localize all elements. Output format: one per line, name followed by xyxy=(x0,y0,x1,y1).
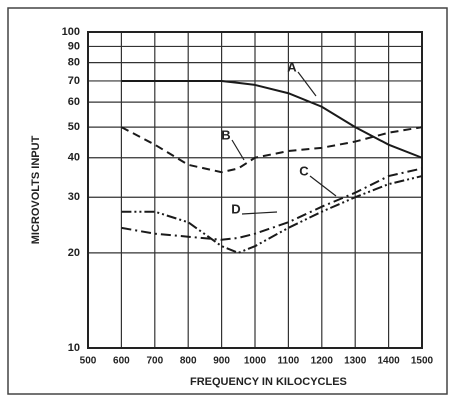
label-leader xyxy=(309,175,337,197)
y-tick-label: 80 xyxy=(68,57,80,69)
x-tick-label: 500 xyxy=(80,356,97,367)
series-label: D xyxy=(231,201,240,216)
y-tick-label: 40 xyxy=(68,152,80,164)
curve xyxy=(120,126,423,174)
x-tick-label: 600 xyxy=(113,356,130,367)
series-label: A xyxy=(287,59,297,74)
series-label: B xyxy=(221,127,230,142)
x-tick-label: 700 xyxy=(146,356,163,367)
frame xyxy=(7,7,448,395)
curve xyxy=(121,79,423,159)
x-tick-label: 1100 xyxy=(278,356,300,367)
label-leader xyxy=(241,211,278,215)
y-tick-label: 50 xyxy=(68,121,80,133)
x-tick-label: 900 xyxy=(213,356,230,367)
series-label: C xyxy=(299,163,309,178)
plot-border xyxy=(87,31,423,349)
y-tick-label: 100 xyxy=(62,26,80,38)
y-tick-label: 20 xyxy=(68,247,80,259)
y-axis-label: MICROVOLTS INPUT xyxy=(30,135,42,244)
y-tick-label: 90 xyxy=(68,40,80,52)
x-tick-label: 1000 xyxy=(244,356,267,367)
y-tick-label: 10 xyxy=(68,342,80,354)
x-tick-label: 1200 xyxy=(311,356,334,367)
y-tick-label: 60 xyxy=(68,96,80,108)
y-tick-label: 30 xyxy=(68,191,80,203)
curve xyxy=(121,175,423,254)
x-tick-label: 1300 xyxy=(344,356,367,367)
x-tick-label: 800 xyxy=(180,356,197,367)
label-leader xyxy=(231,139,245,161)
y-tick-label: 70 xyxy=(68,75,80,87)
x-tick-label: 1500 xyxy=(411,356,434,367)
x-tick-label: 1400 xyxy=(377,356,400,367)
curve xyxy=(121,167,423,241)
x-axis-label: FREQUENCY IN KILOCYCLES xyxy=(190,376,347,388)
label-leader xyxy=(297,71,317,97)
